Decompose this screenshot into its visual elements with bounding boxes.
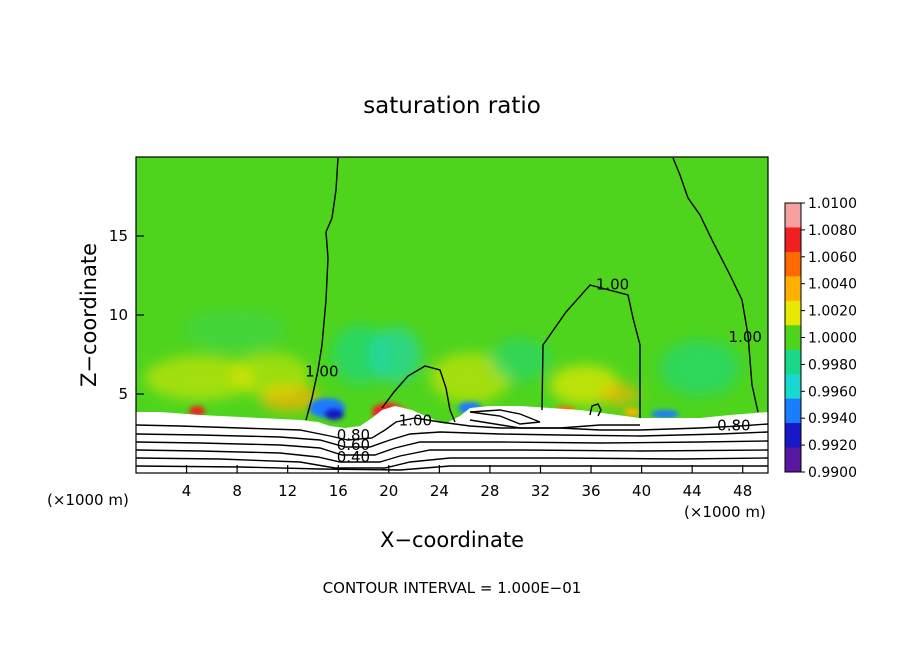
colorbar-swatch	[785, 423, 801, 449]
x-tick-label: 48	[733, 482, 752, 500]
x-tick-label: 32	[531, 482, 550, 500]
colorbar-tick-label: 0.9900	[808, 465, 857, 481]
x-tick-label: 16	[329, 482, 348, 500]
colorbar-swatch	[785, 251, 801, 277]
x-tick-label: 4	[182, 482, 192, 500]
colorbar-swatch	[785, 203, 801, 228]
contour-label: 1.00	[596, 276, 629, 294]
contour-lines	[136, 157, 768, 471]
contour-interval-note: CONTOUR INTERVAL = 1.000E−01	[323, 579, 582, 597]
y-axis-label: Z−coordinate	[77, 243, 101, 387]
x-tick-label: 40	[632, 482, 651, 500]
colorbar-tick-label: 1.0000	[808, 331, 857, 347]
x-tick-label: 44	[683, 482, 702, 500]
field-variations	[145, 310, 740, 412]
colorbar-swatch	[785, 300, 801, 326]
x-tick-label: 20	[379, 482, 398, 500]
colorbar-swatch	[785, 227, 801, 253]
contour-label: 0.60	[337, 436, 370, 454]
field-plot: 1.001.001.001.00 0.800.800.600.40	[136, 157, 768, 473]
contour-label: 0.80	[337, 426, 370, 444]
x-tick-label: 8	[232, 482, 242, 500]
colorbar-tick-label: 0.9920	[808, 438, 857, 454]
contour-label: 1.00	[399, 412, 432, 430]
contour-label: 0.40	[337, 448, 370, 466]
y-tick-label: 15	[109, 227, 128, 245]
colorbar-tick-label: 0.9940	[808, 411, 857, 427]
x-tick-label: 28	[480, 482, 499, 500]
x-tick-label: 24	[430, 482, 449, 500]
contour-label: 1.00	[305, 363, 338, 381]
colorbar-swatch	[785, 398, 801, 424]
x-tick-label: 12	[278, 482, 297, 500]
colorbar-tick-label: 1.0040	[808, 277, 857, 293]
x-axis-label: X−coordinate	[380, 528, 524, 552]
x-tick-label: 36	[581, 482, 600, 500]
colorbar-tick-label: 1.0020	[808, 304, 857, 320]
x-unit-right: (×1000 m)	[684, 503, 766, 521]
colorbar-tick-label: 1.0060	[808, 250, 857, 266]
colorbar-swatch	[785, 374, 801, 400]
colorbar-tick-label: 0.9960	[808, 384, 857, 400]
chart-title: saturation ratio	[363, 93, 541, 119]
colorbar-swatch	[785, 276, 801, 302]
y-tick-label: 5	[118, 385, 128, 403]
dry-layer	[136, 406, 768, 473]
colorbar: 1.0100 1.0080 1.0060 1.0040 1.0020 1.0000 0.99…	[784, 196, 857, 481]
colorbar-tick-label: 1.0080	[808, 223, 857, 239]
contour-label: 1.00	[729, 328, 762, 346]
colorbar-swatch	[785, 447, 801, 473]
x-unit-left: (×1000 m)	[47, 491, 129, 509]
x-axis-ticks: 4 8 12 16 20 24 28 32 36 40 44 48	[182, 465, 752, 500]
y-tick-label: 10	[109, 306, 128, 324]
contour-labels: 1.001.001.001.00 0.800.800.600.40	[305, 276, 762, 466]
colorbar-swatch	[785, 325, 801, 351]
colorbar-tick-label: 1.0100	[808, 196, 857, 212]
y-axis-ticks: 5 10 15	[109, 227, 144, 403]
contour-label: 0.80	[717, 416, 750, 434]
colorbar-swatch	[785, 349, 801, 375]
colorbar-tick-label: 0.9980	[808, 357, 857, 373]
